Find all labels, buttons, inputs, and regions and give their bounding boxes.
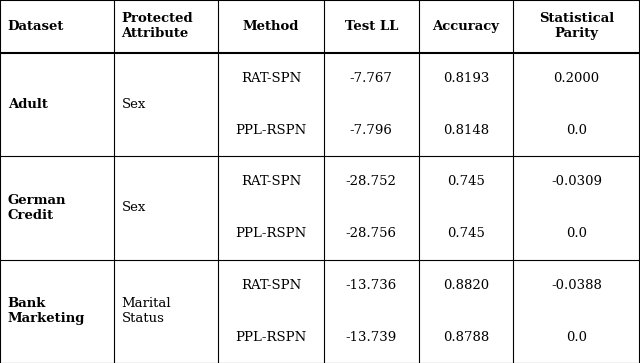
Text: 0.0: 0.0 [566,124,587,137]
Text: German
Credit: German Credit [8,194,66,222]
Text: Marital
Status: Marital Status [122,297,172,325]
Text: Adult: Adult [8,98,47,111]
Text: -7.796: -7.796 [350,124,392,137]
Text: Dataset: Dataset [8,20,64,33]
Text: -0.0388: -0.0388 [551,279,602,292]
Text: Sex: Sex [122,201,146,214]
Text: Protected
Attribute: Protected Attribute [122,12,193,40]
Text: RAT-SPN: RAT-SPN [241,175,301,188]
Text: 0.2000: 0.2000 [554,72,600,85]
Text: PPL-RSPN: PPL-RSPN [236,124,307,137]
Text: Sex: Sex [122,98,146,111]
Text: -13.739: -13.739 [346,331,397,344]
Text: 0.8820: 0.8820 [443,279,489,292]
Text: -7.767: -7.767 [350,72,392,85]
Text: Statistical
Parity: Statistical Parity [539,12,614,40]
Text: -28.756: -28.756 [346,227,397,240]
Text: -13.736: -13.736 [346,279,397,292]
Text: -28.752: -28.752 [346,175,397,188]
Text: Test LL: Test LL [344,20,398,33]
Text: RAT-SPN: RAT-SPN [241,72,301,85]
Text: 0.8788: 0.8788 [443,331,489,344]
Text: Bank
Marketing: Bank Marketing [8,297,85,325]
Text: 0.0: 0.0 [566,227,587,240]
Text: 0.0: 0.0 [566,331,587,344]
Text: RAT-SPN: RAT-SPN [241,279,301,292]
Text: 0.8148: 0.8148 [443,124,489,137]
Text: 0.8193: 0.8193 [443,72,489,85]
Text: PPL-RSPN: PPL-RSPN [236,227,307,240]
Text: -0.0309: -0.0309 [551,175,602,188]
Text: Method: Method [243,20,300,33]
Text: PPL-RSPN: PPL-RSPN [236,331,307,344]
Text: 0.745: 0.745 [447,227,485,240]
Text: Accuracy: Accuracy [433,20,499,33]
Text: 0.745: 0.745 [447,175,485,188]
